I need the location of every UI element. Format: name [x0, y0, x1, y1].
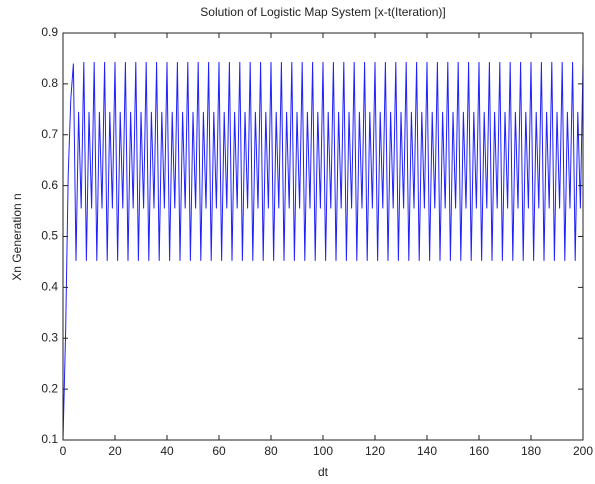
x-tick-label: 120 — [365, 444, 385, 458]
y-tick-label: 0.9 — [41, 25, 58, 39]
x-axis-label: dt — [318, 465, 329, 479]
x-tick-label: 140 — [417, 444, 437, 458]
y-tick-label: 0.3 — [41, 330, 58, 344]
x-tick-label: 100 — [313, 444, 333, 458]
x-tick-label: 200 — [573, 444, 593, 458]
x-tick-label: 80 — [264, 444, 278, 458]
y-tick-label: 0.2 — [41, 381, 58, 395]
data-line — [62, 61, 584, 441]
x-tick-label: 0 — [60, 444, 67, 458]
y-tick-label: 0.6 — [41, 178, 58, 192]
y-tick-label: 0.4 — [41, 280, 58, 294]
x-tick-label: 160 — [469, 444, 489, 458]
y-tick-label: 0.1 — [41, 432, 58, 446]
y-tick-label: 0.8 — [41, 76, 58, 90]
y-tick-label: 0.5 — [41, 229, 58, 243]
y-axis-label: Xn Generation n — [10, 193, 24, 280]
x-tick-label: 180 — [521, 444, 541, 458]
x-tick-label: 60 — [212, 444, 226, 458]
x-tick-label: 20 — [108, 444, 122, 458]
y-tick-label: 0.7 — [41, 127, 58, 141]
x-tick-label: 40 — [160, 444, 174, 458]
chart-title: Solution of Logistic Map System [x-t(Ite… — [200, 5, 445, 19]
